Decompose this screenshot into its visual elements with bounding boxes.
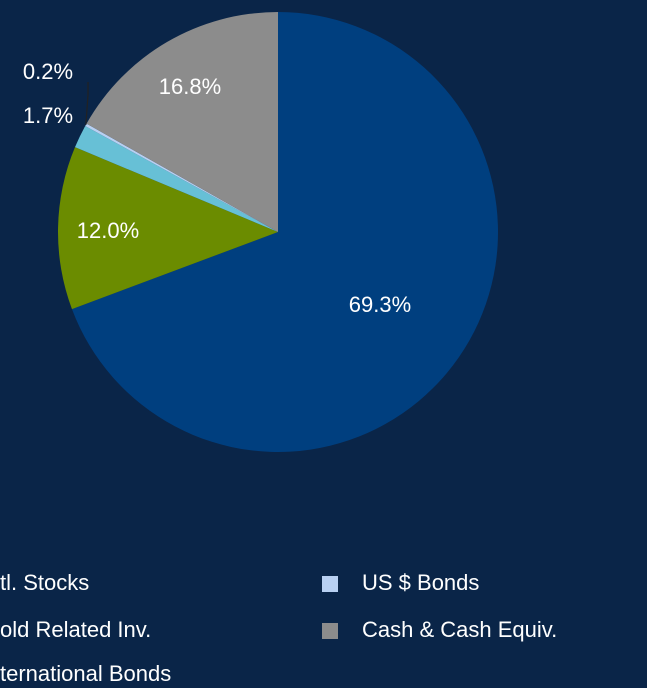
- legend-marker: [322, 623, 338, 639]
- legend-label: US $ Bonds: [362, 570, 479, 595]
- legend-marker: [322, 576, 338, 592]
- pie-slice: [75, 126, 279, 232]
- leader-line: [85, 82, 89, 125]
- legend-label: old Related Inv.: [0, 617, 151, 642]
- data-label: 12.0%: [77, 218, 139, 243]
- pie-slice: [58, 147, 279, 310]
- data-label: 0.2%: [23, 59, 73, 84]
- legend-label: ternational Bonds: [0, 661, 171, 686]
- data-label: 1.7%: [23, 103, 73, 128]
- legend-label: tl. Stocks: [0, 570, 89, 595]
- data-label: 16.8%: [159, 74, 221, 99]
- pie-slice: [86, 12, 278, 232]
- legend-label: Cash & Cash Equiv.: [362, 617, 557, 642]
- pie-slice: [85, 123, 279, 232]
- data-label: 69.3%: [349, 292, 411, 317]
- pie-slice: [71, 12, 498, 452]
